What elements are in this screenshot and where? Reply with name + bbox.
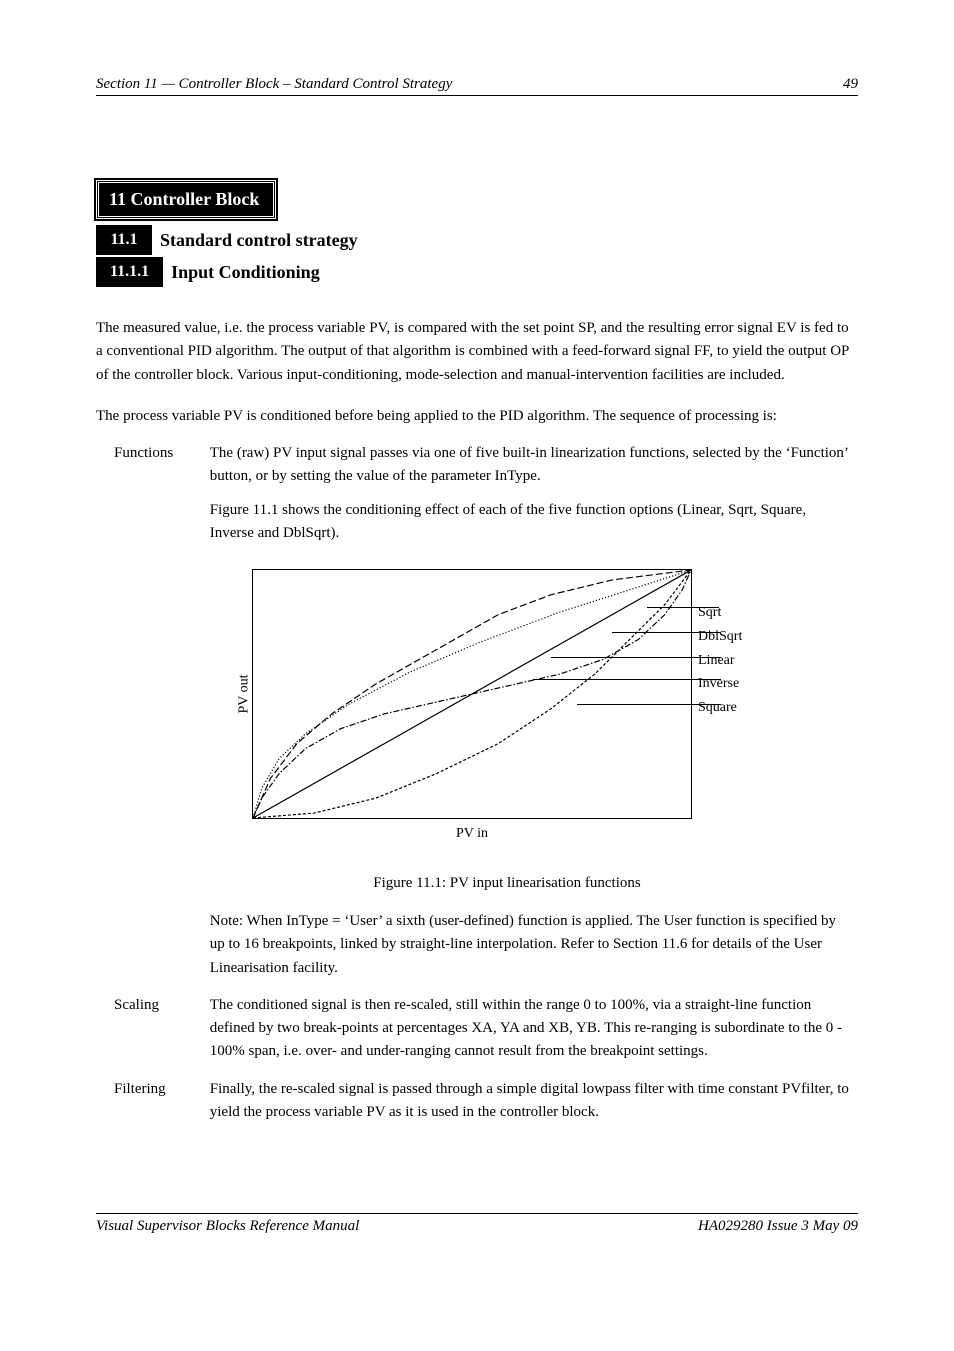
page-footer: Visual Supervisor Blocks Reference Manua… <box>96 1213 858 1235</box>
chart-box: PV out PV in <box>252 569 692 819</box>
note-text: Note: When InType = ‘User’ a sixth (user… <box>210 910 854 980</box>
bullet-label-scaling: Scaling <box>114 994 206 1017</box>
bullet-label-filtering: Filtering <box>114 1078 206 1101</box>
bullet-text-functions-2: Figure 11.1 shows the conditioning effec… <box>210 499 854 546</box>
section-title-box: 11 Controller Block <box>96 180 276 219</box>
bullet-filtering: Filtering Finally, the re-scaled signal … <box>96 1078 858 1125</box>
subsection-row-1: 11.1 Standard control strategy <box>96 225 858 255</box>
subsection-num-1: 11.1 <box>96 225 152 255</box>
axis-x-label: PV in <box>456 826 488 842</box>
figure-caption: Figure 11.1: PV input linearisation func… <box>156 875 858 892</box>
bullet-text-filtering: Finally, the re-scaled signal is passed … <box>210 1078 854 1125</box>
legend-item-square: Square <box>698 696 742 720</box>
chart-svg <box>253 570 691 818</box>
bullet-functions: Functions The (raw) PV input signal pass… <box>96 442 858 489</box>
subsection-title-2: Input Conditioning <box>171 257 320 287</box>
bullet-scaling: Scaling The conditioned signal is then r… <box>96 994 858 1064</box>
figure-block: PV out PV in Sqrt DblSqrt Linear Inverse… <box>252 569 852 869</box>
body-text-1: The measured value, i.e. the process var… <box>96 317 858 545</box>
page-header: Section 11 — Controller Block – Standard… <box>96 70 858 96</box>
legend-item-dblsqrt: DblSqrt <box>698 625 742 649</box>
header-left: Section 11 — Controller Block – Standard… <box>96 76 452 93</box>
body-text-2: Note: When InType = ‘User’ a sixth (user… <box>96 910 858 1124</box>
para-1: The measured value, i.e. the process var… <box>96 317 858 387</box>
subsection-row-2: 11.1.1 Input Conditioning <box>96 257 858 287</box>
page: Section 11 — Controller Block – Standard… <box>0 0 954 1351</box>
legend-item-sqrt: Sqrt <box>698 601 742 625</box>
bullet-label-functions: Functions <box>114 442 206 465</box>
para-2: The process variable PV is conditioned b… <box>96 405 858 428</box>
chart-legend: Sqrt DblSqrt Linear Inverse Square <box>684 601 742 720</box>
legend-item-inverse: Inverse <box>698 672 742 696</box>
bullet-text-functions: The (raw) PV input signal passes via one… <box>210 442 854 489</box>
bullet-text-scaling: The conditioned signal is then re-scaled… <box>210 994 854 1064</box>
axis-y-label: PV out <box>237 674 253 713</box>
header-right-pagenum: 49 <box>843 76 858 93</box>
footer-left: Visual Supervisor Blocks Reference Manua… <box>96 1218 359 1235</box>
bullet-functions-2: Figure 11.1 shows the conditioning effec… <box>96 499 858 546</box>
subsection-num-2: 11.1.1 <box>96 257 163 287</box>
legend-item-linear: Linear <box>698 649 742 673</box>
subsection-title-1: Standard control strategy <box>160 225 358 255</box>
footer-right: HA029280 Issue 3 May 09 <box>698 1218 858 1235</box>
note-user-fn: Note: When InType = ‘User’ a sixth (user… <box>96 910 858 980</box>
content: 11 Controller Block 11.1 Standard contro… <box>96 96 858 1124</box>
